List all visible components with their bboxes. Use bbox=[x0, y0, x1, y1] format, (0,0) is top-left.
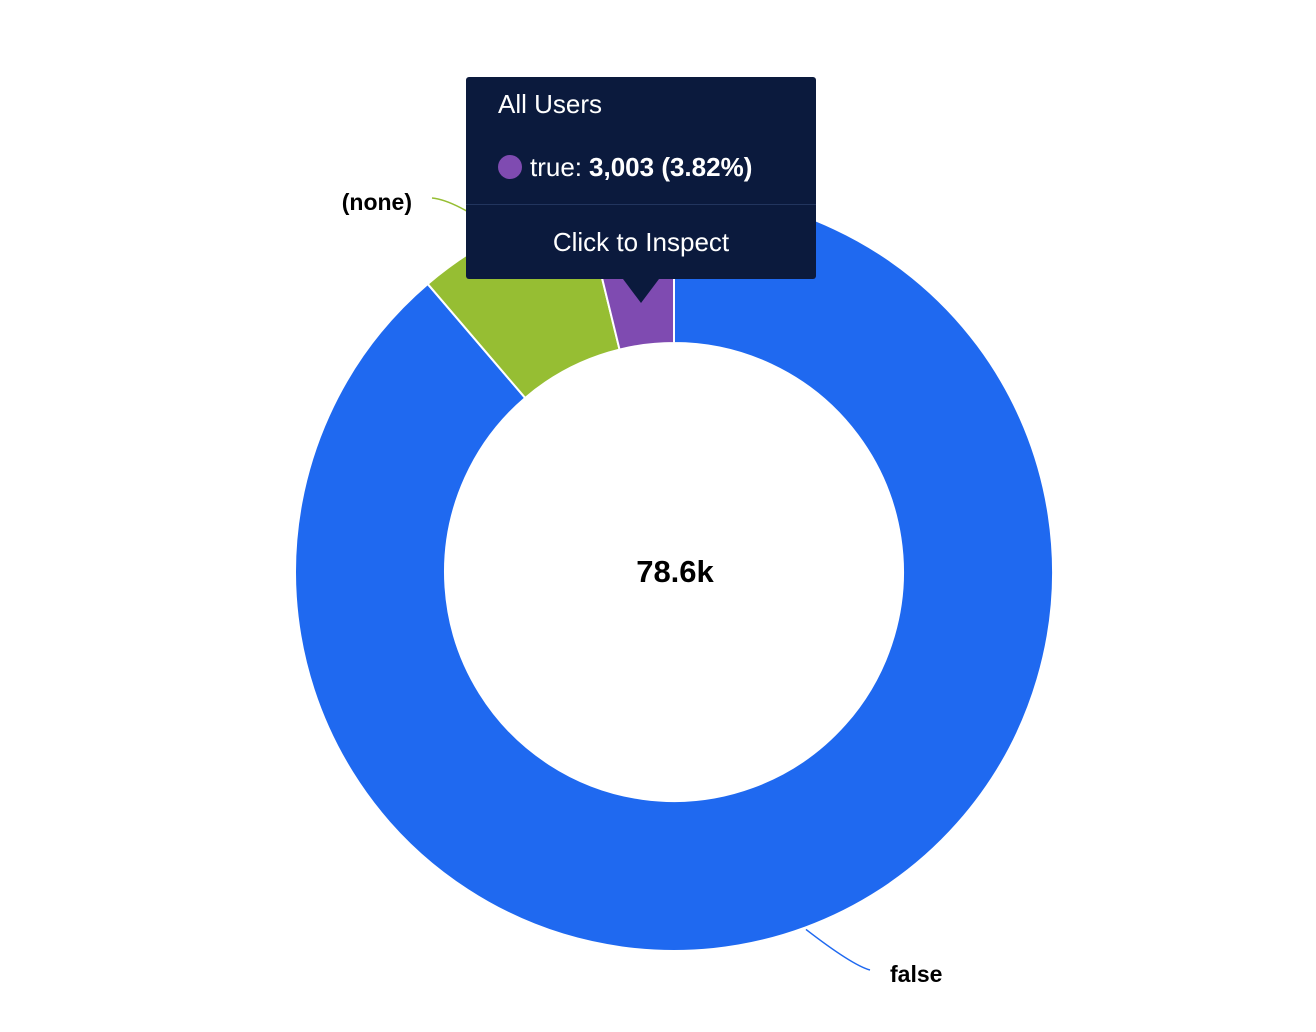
slice-label-none: (none) bbox=[342, 189, 412, 215]
leader-line-false bbox=[805, 928, 871, 971]
tooltip-pointer bbox=[623, 279, 659, 303]
center-total: 78.6k bbox=[636, 554, 714, 589]
slice-label-false: false bbox=[890, 961, 942, 987]
hover-tooltip: All Users true: 3,003 (3.82%) Click to I… bbox=[466, 77, 816, 279]
tooltip-series-label: true: bbox=[530, 152, 583, 182]
series-color-dot-icon bbox=[498, 155, 522, 179]
slice-false[interactable] bbox=[294, 191, 1054, 952]
tooltip-series-row: true: 3,003 (3.82%) bbox=[498, 151, 752, 183]
tooltip-divider bbox=[466, 204, 816, 205]
tooltip-series-value: 3,003 (3.82%) bbox=[589, 152, 753, 182]
tooltip-title: All Users bbox=[498, 89, 603, 119]
click-to-inspect-button[interactable]: Click to Inspect bbox=[552, 227, 730, 257]
slice-labels: false (none) bbox=[342, 189, 943, 987]
